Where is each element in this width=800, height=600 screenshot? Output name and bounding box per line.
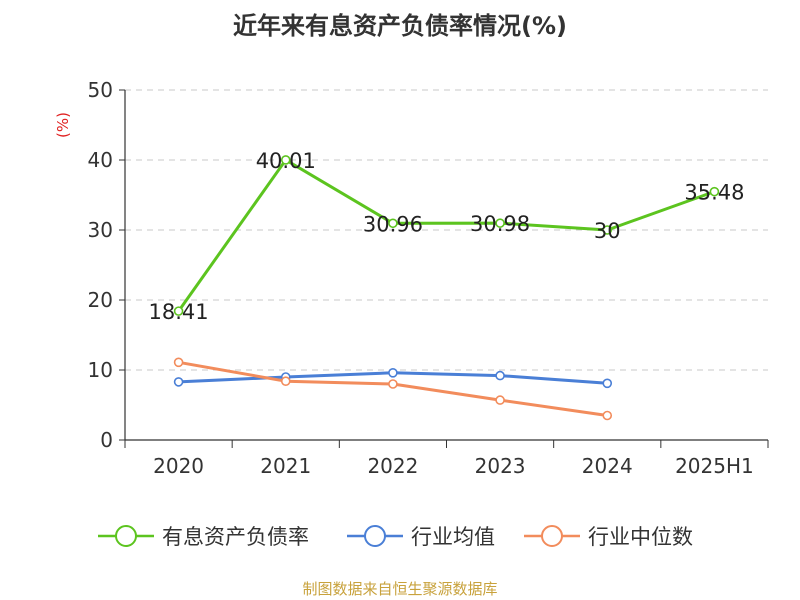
x-tick-label: 2021 [260,454,311,478]
data-label: 40.01 [256,149,316,173]
y-axis-label: (%) [54,112,72,138]
data-label: 30.96 [363,212,423,236]
data-point-series-1 [280,155,291,165]
x-tick-label: 2023 [475,454,526,478]
y-tick-label: 10 [88,358,113,382]
legend-item-series-3[interactable]: 行业中位数 [524,521,693,551]
data-label: 18.41 [149,300,209,324]
data-point-series-3 [280,376,291,387]
data-label: 35.48 [684,181,744,205]
data-point-series-1 [709,186,720,197]
x-tick-label: 2022 [367,454,418,478]
chart-title: 近年来有息资产负债率情况(%) [233,12,567,40]
legend-series-1-line-icon [98,525,154,547]
data-label: 30 [594,219,621,243]
data-point-series-1 [173,306,184,316]
x-tick-label: 2025H1 [675,454,754,478]
data-point-series-3 [495,395,505,405]
data-point-series-2 [173,377,184,387]
data-point-series-2 [388,367,398,378]
series-line-1 [177,158,715,312]
source-note: 制图数据来自恒生聚源数据库 [302,580,498,598]
y-tick-label: 50 [88,78,113,102]
legend-label-series-3: 行业中位数 [588,525,693,549]
legend-label-series-1: 有息资产负债率 [162,525,309,549]
data-point-series-2 [602,378,613,389]
data-point-series-3 [388,379,398,389]
y-tick-label: 40 [88,148,113,172]
data-point-series-1 [602,225,613,235]
legend-item-series-2[interactable]: 行业均值 [347,521,495,551]
x-tick-label: 2024 [582,454,633,478]
legend-label-series-2: 行业均值 [411,525,495,549]
data-point-series-3 [173,357,184,368]
data-point-series-2 [495,370,505,381]
data-point-series-1 [388,218,398,229]
data-point-series-3 [602,410,613,421]
legend-item-series-1[interactable]: 有息资产负债率 [98,521,309,551]
y-tick-label: 0 [100,428,113,452]
y-tick-label: 20 [88,288,113,312]
legend-series-3-line-icon [524,525,580,547]
legend-series-2-line-icon [347,525,403,547]
data-point-series-1 [495,218,505,228]
y-tick-label: 30 [88,218,113,242]
data-label: 30.98 [470,212,530,236]
x-tick-label: 2020 [153,454,204,478]
